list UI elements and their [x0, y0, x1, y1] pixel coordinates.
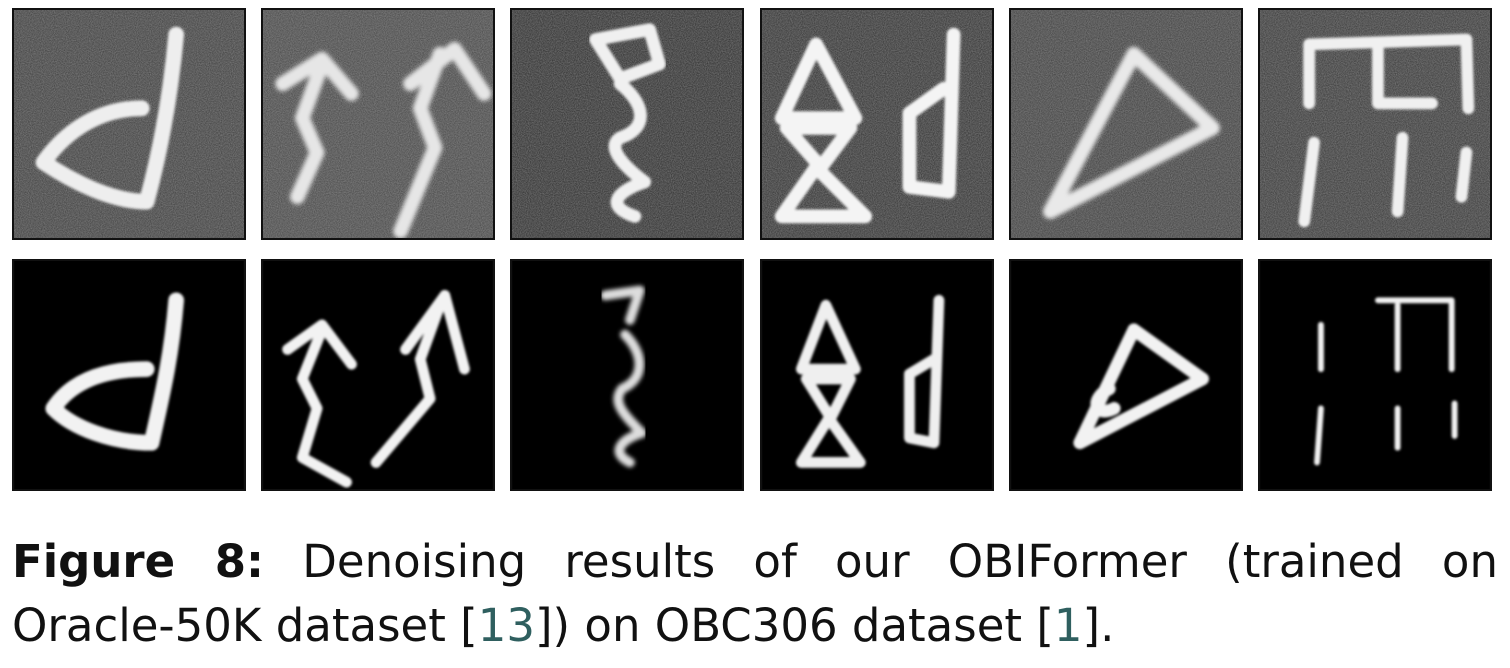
denoised-output-1: [12, 259, 246, 491]
denoised-output-4: [760, 259, 994, 491]
figure-caption: Figure 8: Denoising results of our OBIFo…: [12, 530, 1498, 658]
caption-line-2: Oracle-50K dataset [13]) on OBC306 datas…: [12, 594, 1498, 658]
figure-image-grid: [12, 8, 1492, 491]
noisy-input-3: [510, 8, 744, 240]
noisy-input-5: [1009, 8, 1243, 240]
noisy-input-2: [261, 8, 495, 240]
caption-line-1: Figure 8: Denoising results of our OBIFo…: [12, 530, 1498, 594]
citation-link-13[interactable]: 13: [477, 599, 535, 652]
noisy-input-4: [760, 8, 994, 240]
caption-text-2b: ]) on OBC306 dataset [: [535, 599, 1054, 652]
denoised-output-2: [261, 259, 495, 491]
noisy-input-6: [1258, 8, 1492, 240]
denoised-output-3: [510, 259, 744, 491]
caption-label: Figure 8:: [12, 535, 265, 588]
denoised-output-5: [1009, 259, 1243, 491]
citation-link-1[interactable]: 1: [1053, 599, 1083, 652]
caption-text-2c: ].: [1082, 599, 1115, 652]
noisy-input-1: [12, 8, 246, 240]
caption-text-2a: Oracle-50K dataset [: [12, 599, 478, 652]
caption-text-1: Denoising results of our OBIFormer (trai…: [302, 535, 1498, 588]
denoised-output-6: [1258, 259, 1492, 491]
